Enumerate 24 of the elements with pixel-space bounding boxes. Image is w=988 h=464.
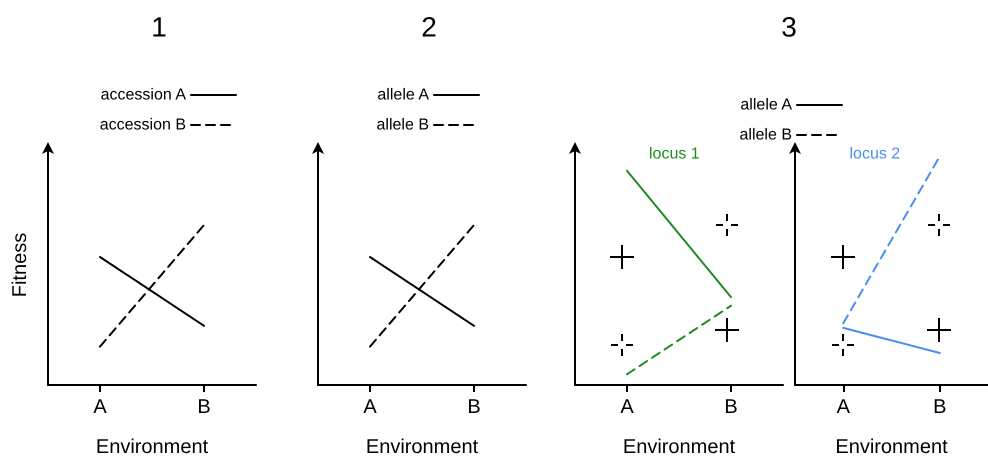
x-tick-label: A (93, 396, 108, 418)
text: allele A (740, 96, 792, 114)
x-axis-title: Environment (366, 436, 479, 458)
y-axis-title: Fitness (9, 232, 31, 298)
chart-title: 1 (151, 12, 167, 42)
x-axis-title: Environment (622, 436, 736, 458)
legend-label: allele A (377, 86, 430, 104)
x-axis-title: Environment (835, 436, 948, 458)
text: allele B (740, 126, 792, 144)
legend-label: accession B (100, 116, 186, 134)
legend-label: allele B (376, 116, 429, 134)
x-tick-label: A (836, 396, 851, 418)
x-tick-label: B (933, 396, 946, 418)
chart-title: 3 (781, 12, 797, 42)
x-tick-label: A (620, 396, 634, 418)
annotation: locus 2 (850, 146, 900, 162)
x-tick-label: B (197, 396, 211, 418)
legend-label: accession A (100, 86, 186, 104)
x-tick-label: B (724, 396, 738, 418)
x-tick-label: B (467, 396, 481, 418)
chart-title: 2 (421, 12, 437, 42)
text: locus 1 (649, 146, 700, 162)
x-axis-title: Environment (96, 436, 209, 458)
x-tick-label: A (363, 396, 378, 418)
